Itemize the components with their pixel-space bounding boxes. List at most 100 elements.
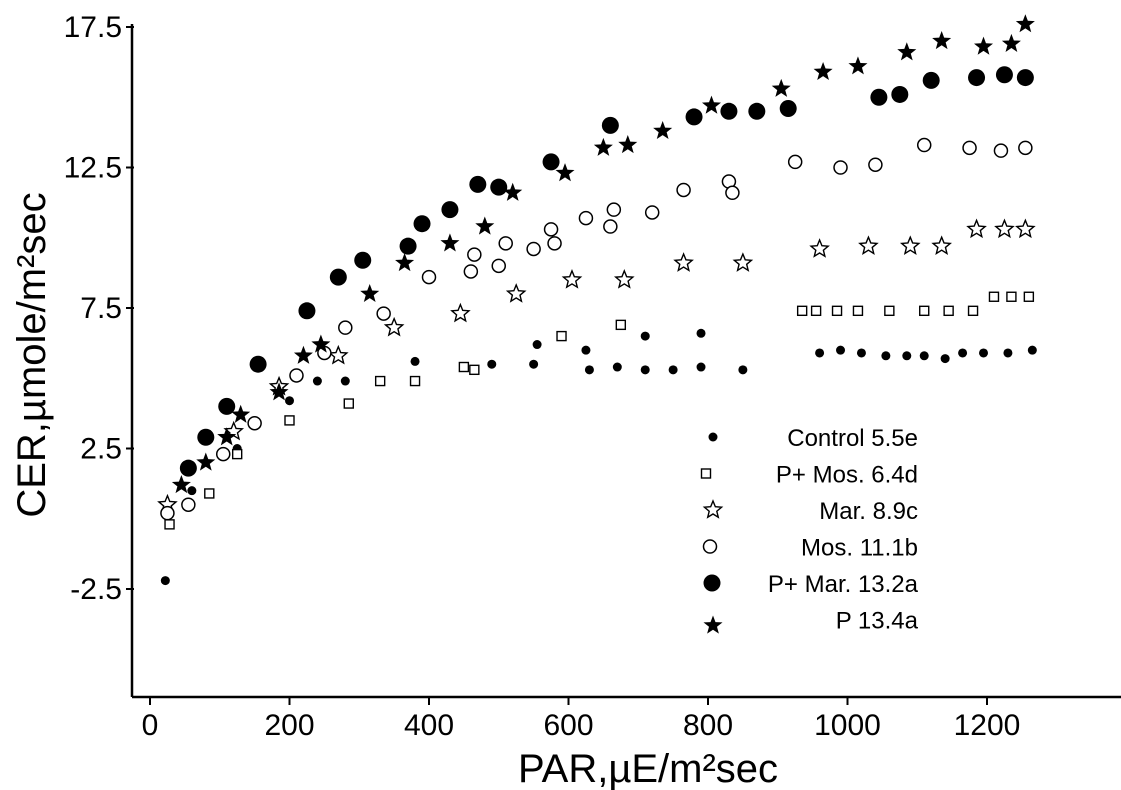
data-point [612, 362, 622, 372]
data-point [581, 345, 591, 355]
y-tick-label: -2.5 [70, 573, 122, 606]
y-tick-label: 2.5 [80, 433, 122, 466]
data-point [561, 269, 583, 289]
series-group [179, 66, 1034, 477]
data-point [196, 452, 216, 471]
data-point [943, 305, 954, 317]
data-point [340, 376, 350, 386]
data-point [547, 236, 562, 251]
data-point [475, 216, 495, 235]
data-point [685, 108, 703, 126]
legend-label: Control 5.5e [787, 425, 918, 452]
data-point [231, 404, 251, 423]
data-point [164, 519, 175, 530]
data-point [1027, 345, 1037, 355]
data-point [383, 316, 405, 337]
data-point [328, 344, 349, 365]
legend-label: Mos. 11.1b [801, 535, 918, 562]
data-point [868, 157, 883, 172]
data-point [285, 396, 294, 406]
data-point [962, 140, 977, 156]
data-point [979, 348, 989, 358]
data-point [701, 95, 721, 114]
data-point [771, 78, 791, 97]
data-point [529, 359, 539, 369]
data-point [993, 143, 1009, 158]
data-point [940, 354, 950, 364]
data-point [187, 486, 197, 496]
data-point [1006, 291, 1017, 302]
data-point [836, 345, 846, 355]
y-ticks: -2.5 2.5 7.5 12.5 17.5 [64, 11, 134, 606]
x-tick-label: 1200 [954, 709, 1021, 742]
data-point [856, 348, 866, 358]
data-point [891, 85, 909, 103]
data-point [922, 71, 940, 89]
legend-marker [703, 615, 723, 634]
data-point [469, 364, 480, 376]
data-point [503, 182, 523, 201]
legend-marker [702, 499, 724, 519]
data-point [413, 215, 431, 233]
data-point [498, 236, 513, 251]
data-point [215, 446, 231, 462]
data-point [312, 376, 322, 386]
x-tick-label: 0 [142, 709, 159, 742]
data-point [289, 368, 304, 383]
legend-marker [702, 539, 718, 554]
axes [130, 24, 1121, 699]
x-tick-label: 1000 [814, 709, 881, 742]
data-point [725, 185, 740, 201]
data-point [833, 160, 848, 175]
data-point [748, 102, 766, 120]
data-point [732, 252, 754, 272]
data-point [640, 365, 650, 375]
data-point [640, 331, 650, 341]
data-point [197, 428, 215, 446]
data-point [469, 175, 487, 193]
data-point [584, 365, 594, 375]
data-point [613, 269, 635, 289]
data-point [491, 258, 506, 274]
series-group [160, 137, 1033, 521]
legend-marker [700, 468, 712, 479]
data-point [593, 137, 613, 156]
data-point [931, 235, 952, 255]
data-point [293, 345, 313, 364]
data-points [157, 14, 1037, 586]
data-point [988, 291, 1000, 302]
data-point [720, 102, 738, 120]
data-point [810, 305, 822, 317]
data-point [338, 320, 353, 335]
data-point [463, 264, 479, 279]
data-point [796, 305, 808, 317]
data-point [813, 61, 833, 81]
data-point [179, 459, 197, 477]
data-point [958, 348, 968, 358]
data-point [779, 99, 797, 117]
data-point [968, 69, 986, 87]
data-point [543, 222, 559, 237]
series-group [164, 291, 1035, 530]
data-point [421, 269, 437, 285]
data-point [995, 66, 1013, 84]
data-point [1015, 218, 1036, 239]
data-point [249, 355, 267, 373]
y-tick-label: 17.5 [64, 11, 122, 44]
data-point [247, 415, 262, 431]
data-point [673, 252, 694, 272]
data-point [354, 251, 372, 269]
data-point [994, 218, 1015, 239]
data-point [409, 375, 421, 387]
x-ticks: 0 200 400 600 800 1000 1200 [142, 697, 1021, 742]
data-point [870, 88, 888, 106]
data-point [967, 305, 979, 317]
data-point [160, 576, 170, 586]
data-point [374, 375, 386, 387]
legend: Control 5.5e P+ Mos. 6.4d Mar. 8.9c Mos. 11… [700, 425, 919, 635]
data-point [204, 488, 215, 499]
legend-label: P 13.4a [836, 608, 919, 635]
data-point [578, 210, 594, 226]
data-point [1023, 291, 1035, 302]
data-point [1018, 140, 1033, 156]
